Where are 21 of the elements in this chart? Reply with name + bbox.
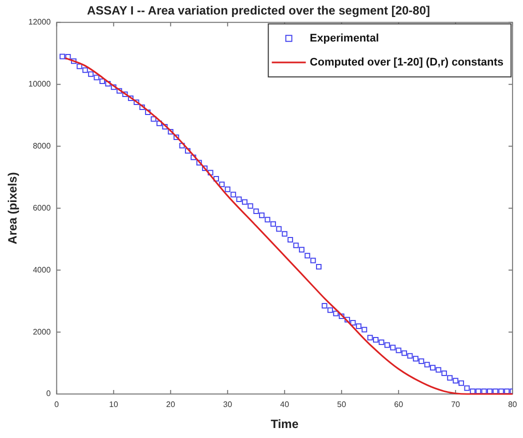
x-axis-title: Time [270, 417, 299, 432]
x-tick-label: 10 [109, 400, 119, 410]
x-tick-label: 80 [508, 400, 518, 410]
y-tick-label: 6000 [32, 203, 52, 212]
chart-title: ASSAY I -- Area variation predicted over the segment [20-80] [86, 4, 430, 18]
x-tick-label: 30 [223, 400, 233, 410]
y-tick-label: 2000 [32, 327, 52, 336]
x-tick-label: 70 [451, 400, 461, 410]
legend-label: Experimental [310, 32, 379, 44]
x-tick-label: 50 [337, 400, 347, 410]
legend-label: Computed over [1-20] (D,r) constants [310, 56, 504, 68]
x-tick-label: 0 [54, 400, 60, 410]
y-tick-label: 12000 [28, 18, 52, 27]
y-tick-label: 4000 [32, 265, 52, 274]
x-tick-label: 40 [280, 400, 290, 410]
x-tick-label: 20 [166, 400, 176, 410]
x-tick-label: 60 [394, 400, 404, 410]
y-tick-label: 0 [46, 389, 52, 398]
y-tick-label: 8000 [32, 141, 52, 150]
y-axis-title: Area (pixels) [6, 172, 20, 244]
y-tick-label: 10000 [28, 80, 52, 89]
